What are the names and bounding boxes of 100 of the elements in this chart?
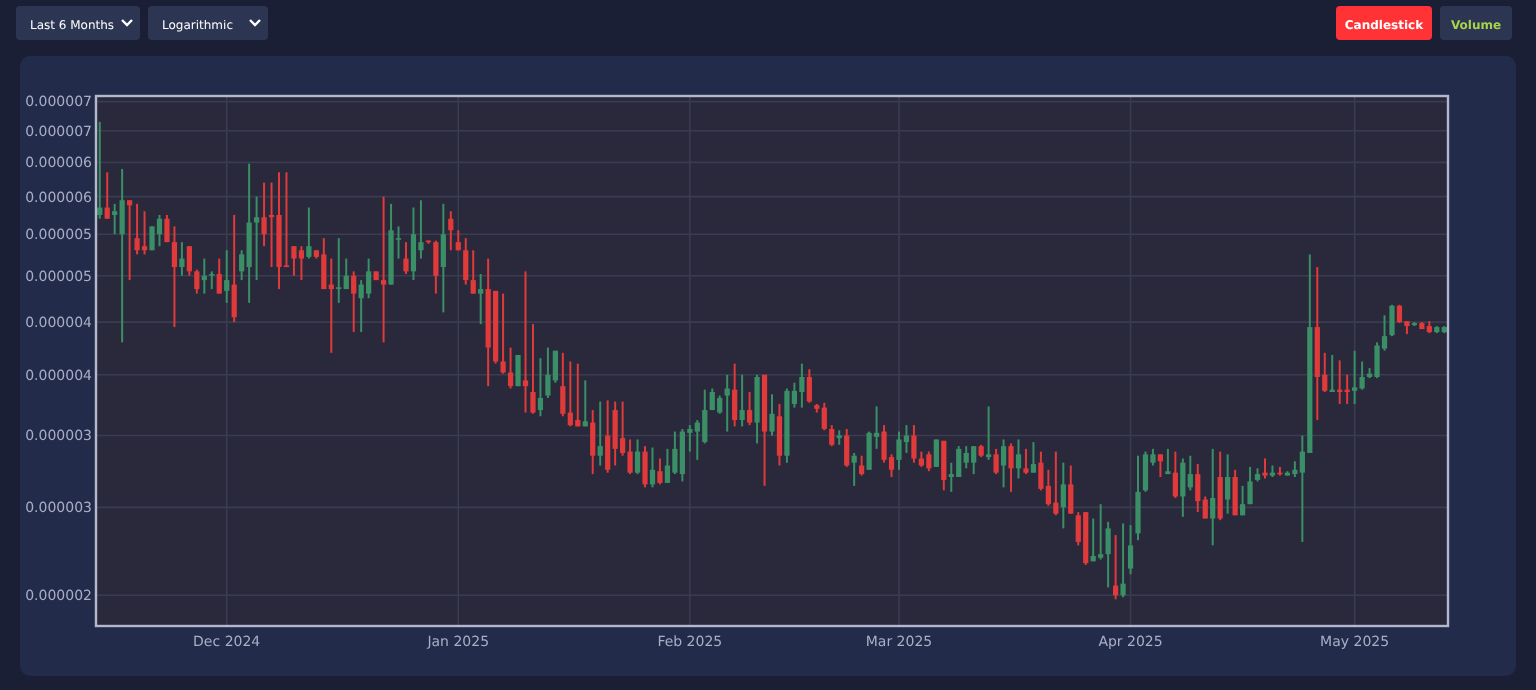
- candlestick: [1187, 454, 1193, 492]
- candlestick: [903, 424, 910, 454]
- candlestick: [1396, 303, 1403, 325]
- candlestick: [522, 270, 529, 414]
- candlestick: [971, 445, 977, 476]
- candlestick: [1000, 438, 1007, 489]
- candlestick: [590, 409, 596, 476]
- candlestick: [343, 257, 349, 291]
- candlestick: [97, 120, 103, 220]
- candlestick: [717, 394, 723, 415]
- candlestick: [732, 362, 738, 428]
- candlestick: [1120, 522, 1126, 599]
- candlestick: [336, 237, 342, 304]
- candlestick: [1053, 450, 1059, 517]
- candlestick: [844, 427, 850, 468]
- candlestick: [769, 393, 775, 437]
- candlestick: [1195, 463, 1201, 514]
- candlestick: [582, 379, 588, 428]
- candlestick: [754, 373, 760, 445]
- candlestick: [440, 202, 446, 314]
- candlestick: [500, 292, 506, 375]
- candlestick: [1098, 503, 1104, 561]
- candlestick: [1262, 457, 1268, 480]
- candlestick: [679, 427, 685, 483]
- candlestick: [642, 445, 648, 489]
- candlestick: [209, 270, 215, 291]
- candlestick: [724, 373, 730, 433]
- candlestick: [1374, 341, 1380, 380]
- candlestick: [746, 391, 753, 427]
- candlestick: [1157, 453, 1164, 479]
- candlestick: [179, 241, 185, 277]
- candlestick: [448, 210, 454, 252]
- candlestick: [246, 162, 252, 304]
- candlestick: [194, 268, 200, 295]
- candlestick: [463, 237, 469, 286]
- candlestick: [141, 210, 148, 256]
- candlestick: [1210, 447, 1216, 547]
- candlestick: [1142, 450, 1149, 493]
- candlestick: [1068, 464, 1074, 515]
- candlestick: [560, 351, 566, 418]
- candlestick: [672, 430, 678, 476]
- candlestick: [776, 402, 783, 467]
- candlestick: [605, 399, 611, 474]
- candlestick: [470, 249, 476, 295]
- candlestick: [612, 400, 618, 467]
- candlestick: [1225, 453, 1231, 515]
- candlestick: [963, 445, 969, 470]
- candlestick: [1015, 438, 1022, 480]
- candlestick: [545, 346, 551, 399]
- candlestick: [127, 199, 133, 282]
- candlestick: [1352, 349, 1358, 405]
- candlestick: [171, 225, 178, 329]
- candlestick: [261, 181, 267, 248]
- candlestick: [224, 249, 230, 304]
- candlestick: [657, 457, 663, 486]
- candlestick: [1165, 447, 1171, 476]
- candlestick: [702, 388, 708, 445]
- candlestick: [1232, 468, 1238, 517]
- candlestick: [933, 438, 939, 468]
- candlestick: [298, 245, 305, 282]
- candlestick: [567, 360, 573, 428]
- candlestick: [366, 257, 372, 300]
- candlestick: [739, 373, 745, 428]
- candlestick: [537, 357, 544, 418]
- candlestick: [1180, 457, 1186, 518]
- candlestick: [291, 245, 297, 277]
- candlestick: [306, 206, 312, 260]
- candlestick: [649, 446, 656, 489]
- candlestick: [956, 445, 962, 479]
- candlestick: [941, 439, 947, 492]
- candlestick: [358, 279, 364, 334]
- candlestick: [321, 237, 327, 291]
- candlestick: [896, 430, 902, 471]
- candlestick: [993, 447, 999, 476]
- candlestick: [507, 346, 514, 390]
- candlestick: [478, 272, 484, 326]
- candlestick: [806, 368, 812, 404]
- candlestick: [1008, 442, 1014, 493]
- candlestick: [926, 450, 932, 473]
- candlestick: [216, 257, 222, 295]
- candlestick: [881, 424, 887, 464]
- candlestick: [433, 239, 439, 295]
- candlestick: [351, 270, 357, 334]
- candlestick: [1030, 441, 1037, 474]
- candlestick: [597, 400, 603, 467]
- candlestick: [911, 424, 917, 464]
- candlestick: [1023, 447, 1029, 476]
- candlestick: [866, 430, 872, 471]
- candlestick: [851, 451, 857, 487]
- candlestick: [186, 245, 192, 277]
- candlestick: [231, 213, 237, 324]
- candlestick: [664, 447, 671, 484]
- candlestick: [156, 213, 163, 248]
- candlestick: [380, 195, 387, 344]
- candlestick: [1060, 461, 1066, 530]
- candlestick: [1105, 520, 1111, 589]
- candlestick: [634, 438, 641, 476]
- candlestick: [1239, 484, 1246, 517]
- candlestick: [575, 362, 581, 428]
- candlestick: [119, 167, 125, 344]
